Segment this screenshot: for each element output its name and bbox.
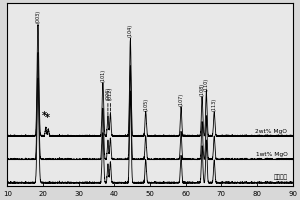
Text: (110): (110) <box>204 78 209 91</box>
Text: (107): (107) <box>178 93 184 106</box>
Text: (101): (101) <box>100 69 105 82</box>
Text: 2wt% MgO: 2wt% MgO <box>256 129 287 134</box>
Text: (012): (012) <box>108 86 113 100</box>
Text: *: * <box>42 111 47 121</box>
Text: *: * <box>45 113 50 123</box>
Text: (113): (113) <box>212 98 217 111</box>
Text: (006): (006) <box>105 86 110 100</box>
Text: (108): (108) <box>200 83 205 96</box>
Text: (003): (003) <box>35 10 40 23</box>
Text: 1wt% MgO: 1wt% MgO <box>256 152 287 157</box>
Text: (104): (104) <box>128 24 133 37</box>
Text: (105): (105) <box>143 98 148 111</box>
Text: 空白样品: 空白样品 <box>273 175 287 180</box>
